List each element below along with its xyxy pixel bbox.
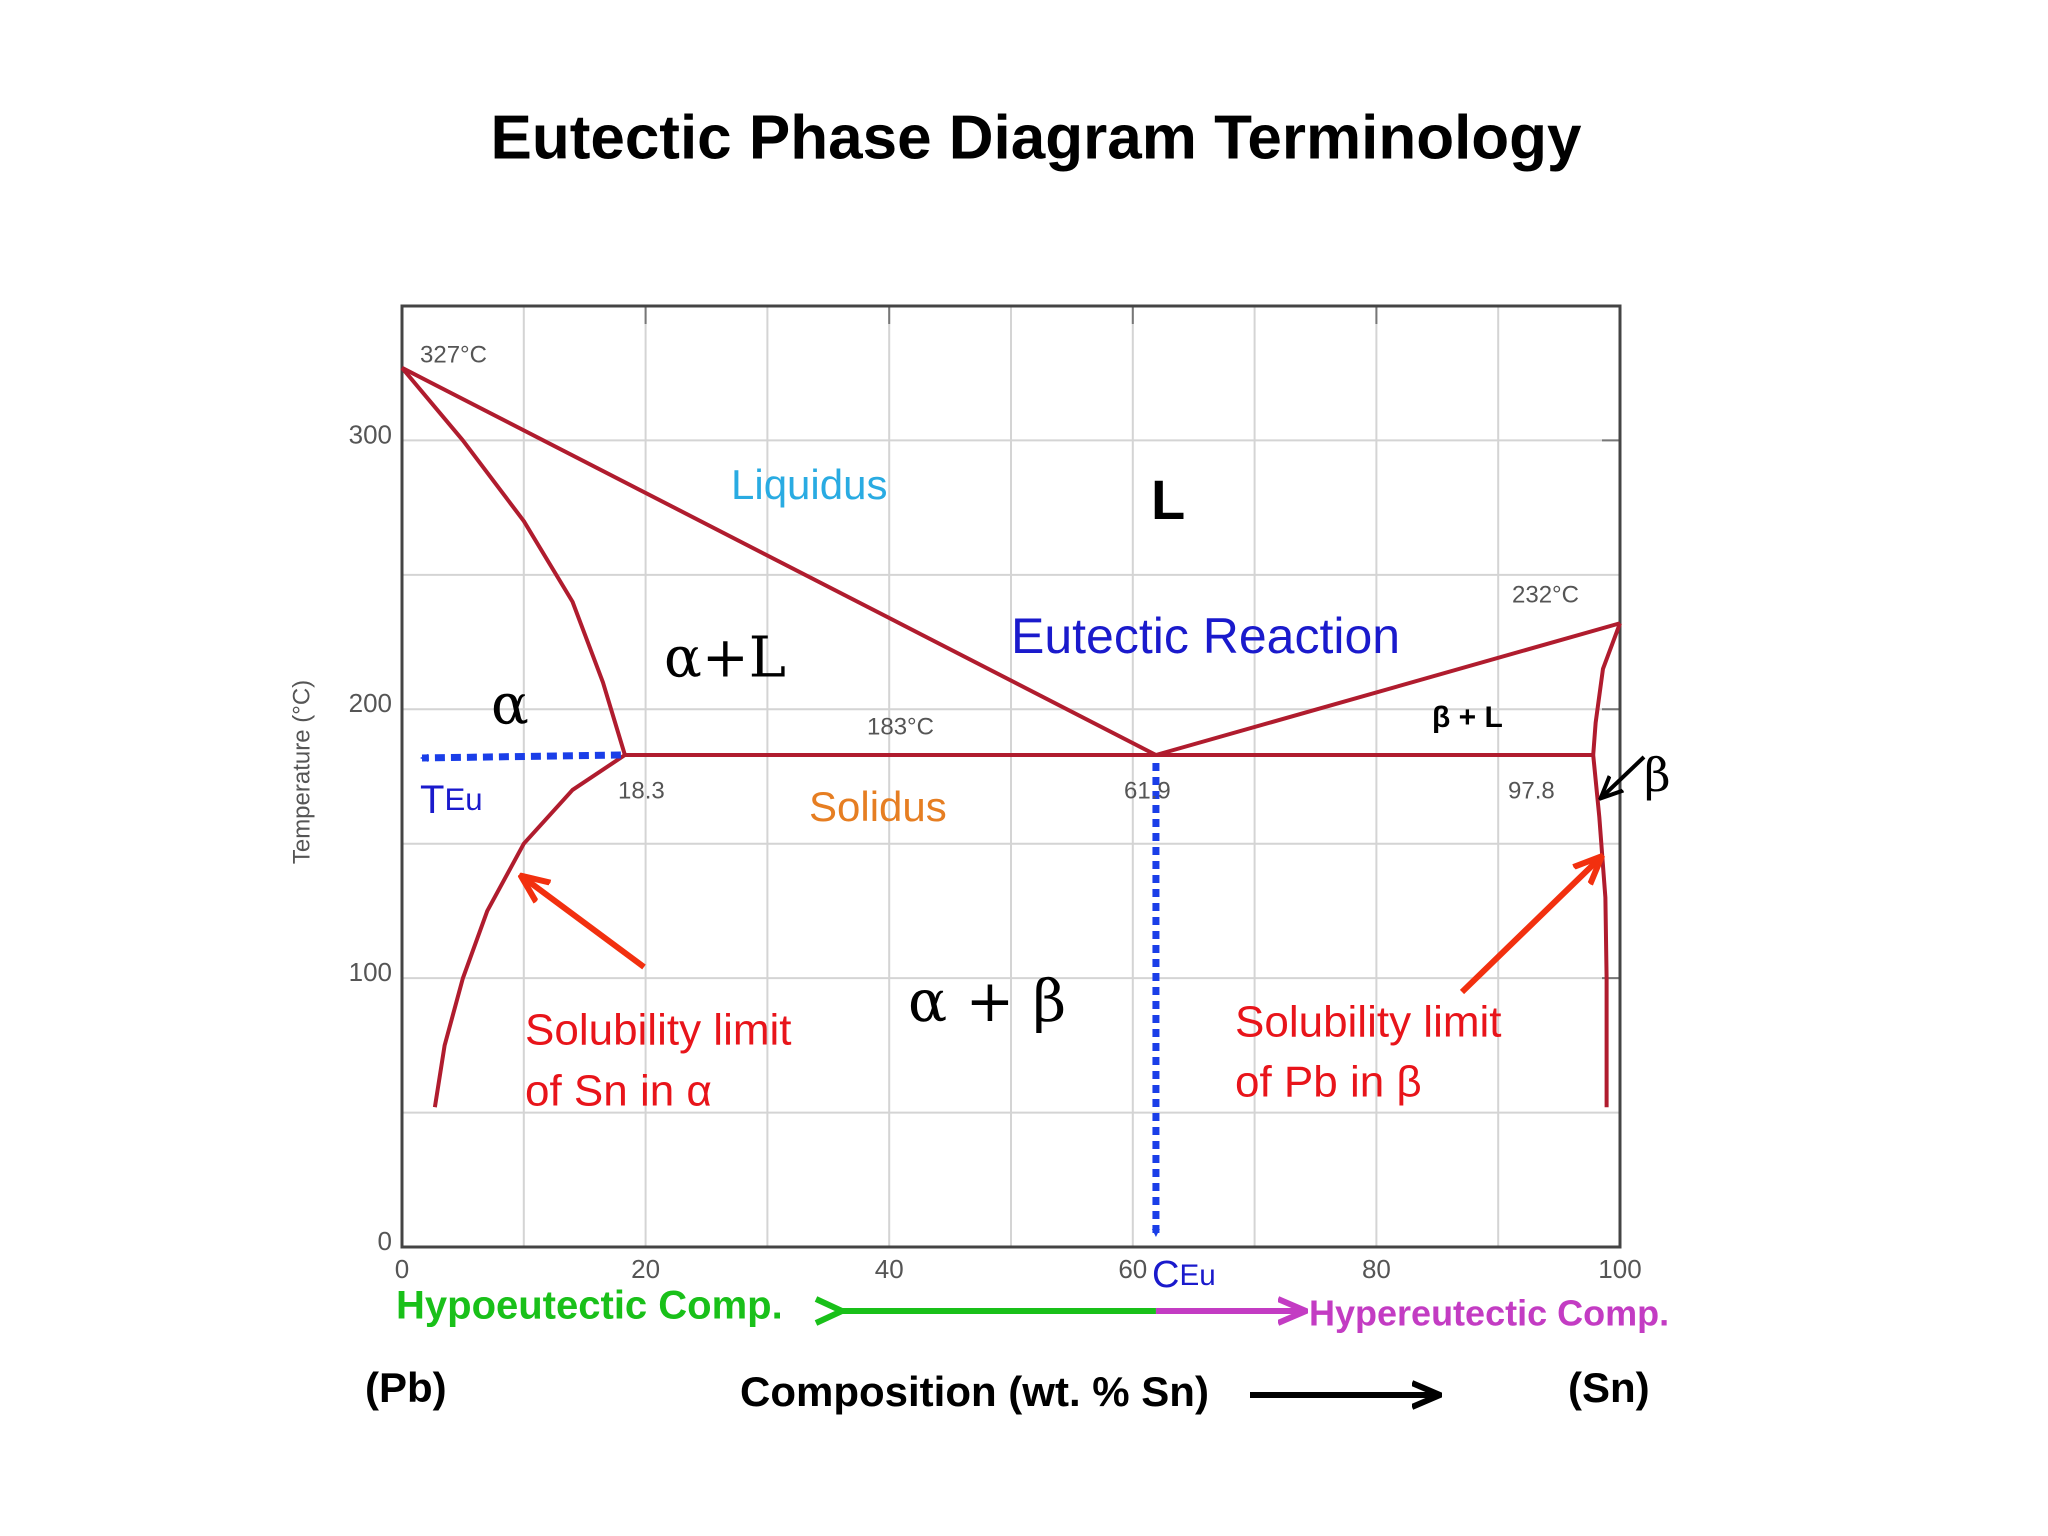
x-tick-label: 20 [631,1254,660,1284]
x-axis-label: Composition (wt. % Sn) [740,1368,1209,1415]
annotation: of Pb in β [1235,1058,1422,1107]
annotation: 61.9 [1124,777,1171,804]
x-tick-label: 80 [1362,1254,1391,1284]
annotation: (Sn) [1568,1364,1650,1411]
annotation: Hypereutectic Comp. [1309,1293,1669,1334]
eutectic-temperature-line [420,751,621,762]
phase-boundary [400,366,627,756]
phase-boundary [1155,621,1621,757]
y-axis-label: Temperature (°C) [288,680,315,864]
y-tick-label: 100 [349,957,392,987]
y-tick-label: 0 [378,1226,392,1256]
x-tick-label: 100 [1598,1254,1641,1284]
chart-title: Eutectic Phase Diagram Terminology [490,103,1582,172]
x-tick-label: 0 [395,1254,409,1284]
annotation: TEu [420,778,483,822]
annotation: of Sn in α [525,1067,712,1116]
phase-boundary [1591,754,1609,1108]
pointer-arrow [524,878,646,970]
annotation: CEu [1152,1254,1216,1296]
annotation: Hypoeutectic Comp. [396,1284,783,1328]
annotation: L [1151,468,1185,531]
phase-boundary [1591,622,1622,756]
annotation: Eutectic Reaction [1011,608,1400,664]
annotation-main: T [420,778,444,822]
x-tick-label: 40 [875,1254,904,1284]
annotation: 232°C [1512,581,1579,608]
pointer-arrow [1459,859,1599,995]
annotation: α + β [908,967,1066,1035]
annotation: β [1644,748,1671,802]
annotation-sub: Eu [444,782,482,817]
annotation: (Pb) [365,1364,447,1411]
y-tick-label: 200 [349,688,392,718]
annotation: Solubility limit [525,1006,792,1055]
annotation: 327°C [420,341,487,368]
annotation: Solubility limit [1235,998,1502,1047]
annotation: Solidus [809,783,947,830]
x-tick-label: 60 [1118,1254,1147,1284]
annotation: 97.8 [1508,777,1555,804]
annotation: α+L [664,626,786,691]
annotation-main: C [1152,1254,1179,1296]
annotation-sub: Eu [1179,1259,1215,1292]
annotation: 18.3 [618,777,665,804]
phase-boundary [401,366,1157,757]
annotation: β + L [1432,701,1503,734]
y-tick-label: 300 [349,419,392,449]
annotation: α [491,673,529,738]
annotation: 183°C [867,713,934,740]
phase-boundary [432,753,627,1108]
annotation: Liquidus [731,461,887,508]
pointer-arrow [1602,755,1646,797]
